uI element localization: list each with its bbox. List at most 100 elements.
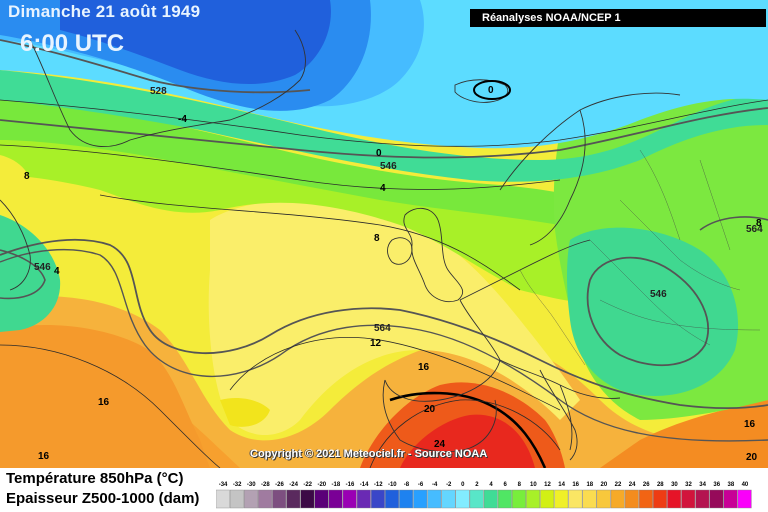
- temp-label-16-atlantic: 16: [98, 397, 110, 408]
- scale-swatch: [497, 489, 512, 509]
- scale-swatch: [582, 489, 597, 509]
- temp-contour-20: [369, 399, 561, 468]
- scale-swatch: [314, 489, 329, 509]
- scale-tick-label: 36: [713, 482, 720, 488]
- border-6: [699, 159, 731, 251]
- scale-tick-label: -22: [303, 482, 312, 488]
- temp-label-16-southwest: 16: [38, 451, 50, 462]
- scale-swatch: [328, 489, 343, 509]
- scale-swatch: [709, 489, 724, 509]
- band-deep-red: [400, 414, 535, 468]
- scale-tick-label: 10: [530, 482, 537, 488]
- coast-italy: [539, 369, 578, 461]
- scale-tick-label: -4: [432, 482, 438, 488]
- scale-swatch: [695, 489, 710, 509]
- scale-swatch: [427, 489, 442, 509]
- scale-swatch: [216, 489, 230, 509]
- band-yellow-west: [0, 155, 31, 209]
- scale-tick-label: -18: [332, 482, 341, 488]
- legend-panel: Température 850hPa (°C) Epaisseur Z500-1…: [0, 468, 768, 512]
- border-5: [639, 149, 681, 241]
- scale-swatch: [229, 489, 244, 509]
- scale-swatch: [596, 489, 611, 509]
- scale-tick-label: -30: [247, 482, 256, 488]
- border-3: [619, 199, 741, 291]
- temp-label-8-east: 8: [756, 218, 762, 229]
- scale-tick-label: -24: [289, 482, 298, 488]
- scale-tick-label: 16: [572, 482, 579, 488]
- scale-swatch: [554, 489, 569, 509]
- closed-low-contour: [473, 80, 511, 100]
- scale-tick-label: 2: [475, 482, 479, 488]
- scale-swatch: [300, 489, 315, 509]
- scale-tick-label: 34: [699, 482, 706, 488]
- band-cool-green-east: [567, 227, 739, 396]
- temp-contour-8: [99, 194, 521, 291]
- scale-tick-label: 6: [503, 482, 507, 488]
- scale-tick-label: 40: [742, 482, 749, 488]
- scale-tick-label: 28: [657, 482, 664, 488]
- band-orange-west: [0, 325, 210, 468]
- scale-tick-label: -10: [388, 482, 397, 488]
- thickness-legend-label: Epaisseur Z500-1000 (dam): [6, 490, 200, 507]
- scale-swatch: [526, 489, 541, 509]
- scale-swatch: [638, 489, 653, 509]
- scale-swatch: [540, 489, 555, 509]
- coast-scandinavia: [499, 92, 681, 246]
- temp-label-20-east: 20: [746, 452, 758, 463]
- map-time-title: 6:00 UTC: [20, 30, 125, 57]
- copyright-notice: Copyright © 2021 Meteociel.fr - Source N…: [250, 448, 488, 460]
- isoline-528: [0, 39, 311, 94]
- temp-contour-16: [0, 344, 221, 468]
- scale-swatch: [681, 489, 696, 509]
- scale-tick-label: 8: [518, 482, 522, 488]
- scale-tick-label: -14: [360, 482, 369, 488]
- scale-tick-label: 24: [629, 482, 636, 488]
- isoline-546-low: [586, 256, 709, 367]
- temp-label-4: 4: [380, 183, 386, 194]
- thickness-label-546-west: 546: [34, 262, 51, 273]
- thickness-label-564: 564: [374, 323, 391, 334]
- scale-swatch: [737, 489, 752, 509]
- scale-tick-label: 32: [685, 482, 692, 488]
- band-light-yellow: [208, 199, 581, 435]
- scale-tick-label: -12: [374, 482, 383, 488]
- scale-swatch: [610, 489, 625, 509]
- coast-iberia: [382, 379, 497, 453]
- scale-swatch: [667, 489, 682, 509]
- scale-swatch: [286, 489, 301, 509]
- scale-tick-label: -28: [261, 482, 270, 488]
- band-deep-blue: [60, 0, 331, 85]
- isoline-546-north: [0, 107, 768, 159]
- scale-tick-label: 18: [586, 482, 593, 488]
- scale-swatch: [455, 489, 470, 509]
- band-cold-west-green: [0, 215, 61, 332]
- temp-label-4-west: 4: [54, 266, 60, 277]
- temp-contour-0: [0, 99, 768, 147]
- scale-tick-label: -2: [446, 482, 452, 488]
- temp-label-8-atlantic: 8: [374, 233, 380, 244]
- scale-tick-label: -20: [317, 482, 326, 488]
- band-green-mid: [0, 95, 680, 245]
- temp-contour-4: [0, 144, 561, 190]
- isoline-546-east: [699, 216, 768, 231]
- scale-tick-label: 22: [615, 482, 622, 488]
- coast-british-isles: [403, 208, 464, 303]
- thickness-label-546-low: 546: [650, 289, 667, 300]
- scale-swatch: [342, 489, 357, 509]
- scale-tick-label: -34: [219, 482, 228, 488]
- scale-swatch: [653, 489, 667, 509]
- scale-swatch: [723, 489, 738, 509]
- scale-swatch: [441, 489, 456, 509]
- thickness-label-546-north: 546: [380, 161, 397, 172]
- scale-tick-label: 4: [489, 482, 493, 488]
- scale-tick-label: 38: [727, 482, 734, 488]
- scale-swatch: [624, 489, 639, 509]
- isoline-546-west: [0, 249, 46, 300]
- temp-label-16-east: 16: [744, 419, 756, 430]
- temp-label-12: 12: [370, 338, 382, 349]
- scale-tick-label: 12: [544, 482, 551, 488]
- thickness-label-564-east: 564: [746, 224, 763, 235]
- scale-tick-label: 30: [671, 482, 678, 488]
